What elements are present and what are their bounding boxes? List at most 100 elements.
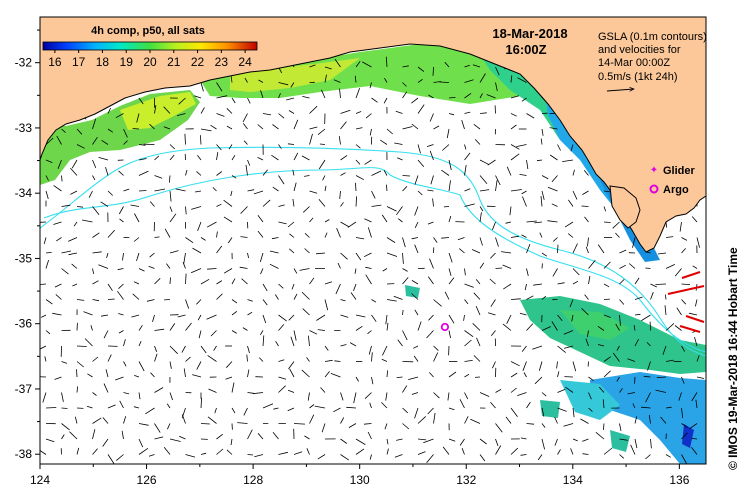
velocity-arrow [502, 323, 512, 331]
velocity-arrow [330, 373, 341, 378]
velocity-arrow [116, 454, 124, 461]
velocity-arrow [602, 399, 605, 409]
velocity-arrow [665, 236, 674, 238]
velocity-arrow [355, 175, 364, 181]
lon-tick-label: 134 [563, 473, 583, 487]
velocity-arrow [231, 330, 237, 334]
velocity-arrow [145, 407, 155, 415]
velocity-arrow [184, 133, 186, 145]
velocity-arrow [464, 299, 469, 305]
velocity-arrow [324, 232, 328, 238]
velocity-arrow [479, 206, 484, 212]
velocity-arrow [516, 144, 527, 147]
velocity-arrow [355, 88, 360, 99]
velocity-arrow [84, 338, 93, 347]
velocity-arrow [53, 185, 62, 192]
lon-tick-label: 130 [350, 473, 370, 487]
velocity-arrow [441, 237, 450, 239]
map-date: 18-Mar-2018 [492, 26, 567, 41]
velocity-arrow [216, 245, 223, 254]
velocity-arrow [200, 82, 204, 92]
velocity-arrow [231, 310, 238, 316]
velocity-arrow [107, 298, 115, 300]
colorbar-gradient [42, 41, 258, 51]
velocity-arrow [293, 119, 299, 130]
velocity-arrow [169, 392, 173, 401]
velocity-arrow [210, 330, 217, 337]
velocity-arrow [384, 77, 388, 83]
velocity-arrow [138, 423, 149, 426]
velocity-arrow [380, 139, 388, 145]
velocity-arrow [479, 454, 486, 462]
velocity-arrow [479, 392, 490, 397]
velocity-arrow [572, 280, 579, 285]
velocity-arrow [386, 448, 389, 455]
velocity-arrow [275, 340, 279, 347]
velocity-arrow [309, 126, 318, 130]
velocity-arrow [665, 264, 675, 269]
velocity-arrow [691, 446, 698, 455]
velocity-arrow [557, 282, 565, 285]
velocity-arrow [200, 135, 202, 145]
velocity-arrow [464, 64, 470, 68]
velocity-arrow [382, 345, 388, 356]
velocity-arrow [231, 154, 236, 161]
velocity-arrow [70, 167, 78, 176]
velocity-arrow [633, 325, 636, 331]
velocity-arrow [426, 330, 434, 339]
glider-label: Glider [663, 165, 696, 177]
velocity-arrow [340, 454, 350, 461]
velocity-arrow [43, 237, 47, 245]
velocity-arrow [42, 392, 47, 403]
velocity-arrow [242, 123, 248, 130]
velocity-arrow [402, 252, 404, 264]
velocity-arrow [541, 438, 545, 450]
velocity-arrow [371, 352, 373, 362]
velocity-arrow [475, 279, 481, 285]
gsla-note-line2: and velocities for [598, 44, 681, 56]
velocity-arrow [340, 299, 346, 302]
velocity-arrow [426, 454, 434, 464]
velocity-arrow [417, 321, 422, 331]
lat-tick-label: -32 [15, 56, 33, 70]
velocity-arrow [526, 220, 537, 223]
velocity-arrow [599, 386, 605, 393]
velocity-arrow [563, 330, 574, 335]
velocity-arrow [138, 268, 145, 272]
velocity-arrow [309, 105, 318, 114]
velocity-arrow [363, 423, 372, 425]
velocity-arrow [154, 353, 158, 362]
longitude-axis: 124 126 128 130 132 134 136 [30, 464, 690, 487]
velocity-arrow [306, 448, 310, 455]
velocity-arrow [301, 291, 310, 300]
velocity-arrow [226, 108, 233, 114]
velocity-arrow [231, 382, 235, 393]
velocity-arrow [495, 445, 502, 455]
velocity-arrow [479, 189, 490, 192]
gsla-note-line1: GSLA (0.1m contours) [598, 31, 707, 43]
velocity-arrow [495, 267, 503, 269]
velocity-arrow [71, 159, 78, 169]
velocity-arrow [92, 136, 98, 145]
velocity-arrow [647, 361, 651, 371]
velocity-arrow [107, 107, 111, 114]
velocity-arrow [371, 376, 374, 385]
velocity-arrow [292, 169, 295, 176]
velocity-arrow [385, 392, 388, 401]
velocity-arrow [152, 314, 155, 323]
velocity-arrow [505, 416, 512, 424]
velocity-arrow [309, 64, 316, 68]
velocity-arrow [107, 190, 113, 196]
velocity-arrow [118, 313, 124, 316]
velocity-arrow [393, 295, 403, 300]
velocity-arrow [45, 438, 55, 443]
velocity-arrow [486, 94, 496, 99]
velocity-arrow [588, 275, 591, 285]
velocity-arrow [367, 330, 372, 335]
velocity-arrow [138, 361, 145, 372]
velocity-arrow [242, 113, 248, 123]
velocity-arrow [572, 407, 575, 418]
velocity-arrow [634, 296, 643, 300]
velocity-arrow [138, 97, 144, 105]
velocity-arrow [557, 449, 561, 455]
